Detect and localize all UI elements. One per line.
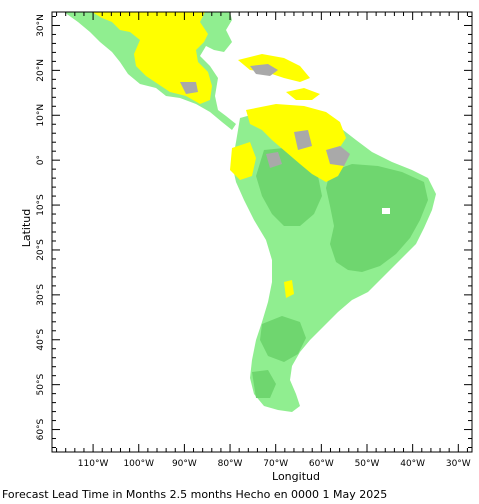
y-tick-label: 30°N (36, 14, 46, 37)
y-tick-label: 10°S (36, 194, 46, 216)
x-tick-label: 70°W (263, 459, 288, 469)
y-axis-title: Latitud (20, 209, 33, 248)
region-medium-green-south (252, 370, 276, 398)
y-tick-label: 20°S (36, 239, 46, 261)
y-tick-label: 0° (36, 155, 46, 165)
region-medium-green-argentina (260, 316, 306, 362)
x-tick-label: 80°W (218, 459, 243, 469)
x-tick-label: 40°W (400, 459, 425, 469)
axis-ticks (52, 12, 472, 452)
region-yellow-venezuela (246, 104, 346, 182)
region-medium-green-brazil (326, 164, 428, 272)
axis-tick-labels: 110°W 100°W 90°W 80°W 70°W 60°W 50°W 40°W 30°W 30… (36, 14, 471, 469)
x-tick-label: 30°W (446, 459, 471, 469)
forecast-caption: Forecast Lead Time in Months 2.5 months … (2, 488, 388, 501)
region-white-spot (382, 208, 390, 214)
x-tick-label: 60°W (309, 459, 334, 469)
region-yellow-colombia (230, 142, 256, 180)
x-tick-label: 100°W (123, 459, 154, 469)
y-tick-label: 10°N (36, 104, 46, 127)
region-gray-guiana (294, 130, 312, 150)
x-tick-label: 110°W (78, 459, 109, 469)
region-gray-colombia (266, 152, 282, 168)
region-yellow-antilles (286, 88, 320, 100)
y-tick-label: 40°S (36, 329, 46, 351)
region-gray-amazon-mouth (326, 146, 350, 166)
x-axis-title: Longitud (272, 470, 320, 483)
x-tick-label: 50°W (355, 459, 380, 469)
region-yellow-argentina (284, 280, 294, 298)
y-tick-label: 30°S (36, 284, 46, 306)
region-gray-cuba (250, 64, 278, 76)
map-regions (64, 12, 436, 412)
y-tick-label: 60°S (36, 418, 46, 440)
region-gray-yucatan (180, 82, 198, 94)
x-tick-label: 90°W (172, 459, 197, 469)
region-yellow-mexico (92, 12, 212, 104)
y-tick-label: 50°S (36, 374, 46, 396)
y-tick-label: 20°N (36, 59, 46, 82)
